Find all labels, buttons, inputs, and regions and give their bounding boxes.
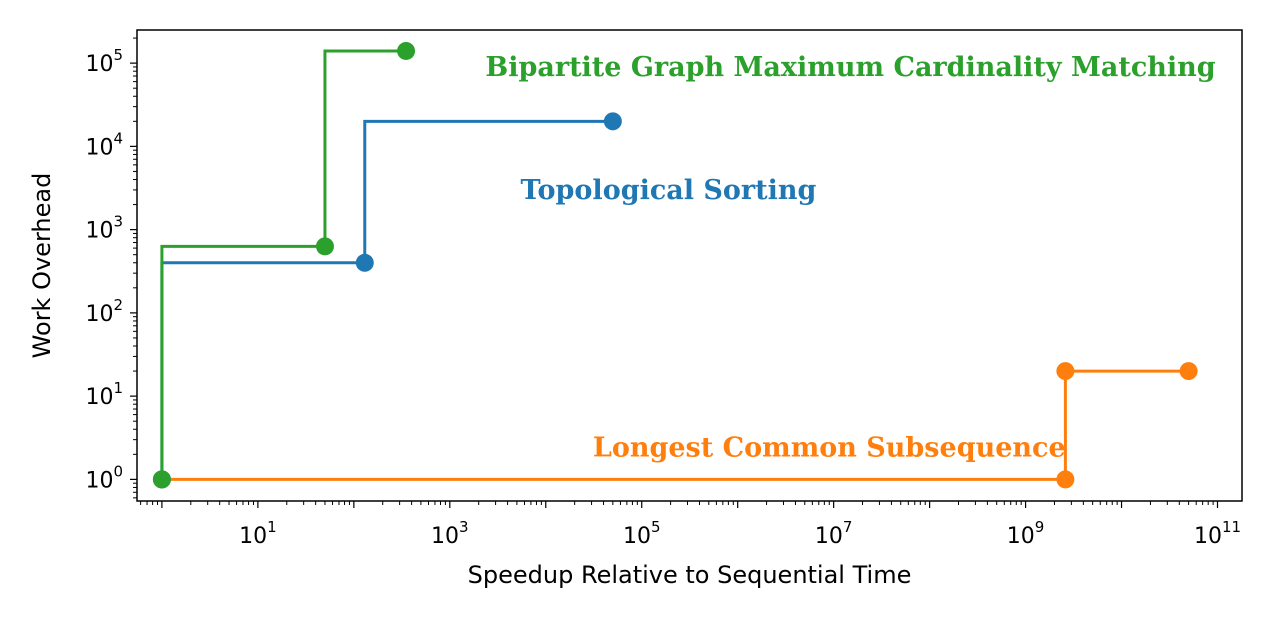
x-tick-label: 105: [623, 518, 661, 549]
x-tick-exp: 1: [267, 518, 277, 536]
y-tick-label: 101: [85, 379, 123, 410]
x-axis-label: Speedup Relative to Sequential Time: [468, 561, 912, 589]
data-point: [355, 253, 374, 272]
y-tick-base: 10: [85, 385, 113, 410]
y-tick-exp: 3: [113, 213, 123, 231]
y-tick-label: 105: [85, 46, 123, 77]
y-tick-label: 103: [85, 213, 123, 244]
x-tick-label: 1011: [1194, 518, 1241, 549]
y-tick-base: 10: [85, 302, 113, 327]
y-tick-exp: 0: [113, 462, 123, 480]
series-annotation: Longest Common Subsequence: [593, 433, 1066, 464]
x-tick-exp: 5: [651, 518, 661, 536]
y-tick-base: 10: [85, 468, 113, 493]
y-axis-label: Work Overhead: [28, 173, 56, 359]
series-annotation: Topological Sorting: [521, 175, 817, 206]
y-tick-base: 10: [85, 219, 113, 244]
series-layer: [152, 41, 1198, 489]
y-tick-exp: 1: [113, 379, 123, 397]
y-tick-label: 104: [85, 129, 123, 160]
y-tick-exp: 2: [113, 296, 123, 314]
y-tick-base: 10: [85, 135, 113, 160]
y-tick-base: 10: [85, 52, 113, 77]
y-tick-label: 100: [85, 462, 123, 493]
y-tick-exp: 5: [113, 46, 123, 64]
y-tick-exp: 4: [113, 129, 123, 147]
y-tick-label: 102: [85, 296, 123, 327]
data-point: [152, 470, 171, 489]
x-axis: 101 103 105 107 109 1011: [140, 501, 1241, 549]
x-tick-base: 10: [815, 524, 843, 549]
x-tick-label: 109: [1007, 518, 1045, 549]
annotation-layer: Bipartite Graph Maximum Cardinality Matc…: [485, 52, 1215, 464]
x-tick-base: 10: [431, 524, 459, 549]
data-point: [315, 237, 334, 256]
x-tick-base: 10: [1007, 524, 1035, 549]
x-tick-base: 10: [623, 524, 651, 549]
data-point: [1056, 362, 1075, 381]
data-point: [1179, 362, 1198, 381]
plot-frame: [136, 29, 1243, 502]
x-tick-label: 107: [815, 518, 853, 549]
data-point: [397, 41, 416, 60]
x-tick-exp: 7: [843, 518, 853, 536]
series-line: [161, 369, 1189, 481]
x-tick-exp: 3: [459, 518, 469, 536]
x-tick-base: 10: [239, 524, 267, 549]
x-tick-label: 103: [431, 518, 469, 549]
x-tick-label: 101: [239, 518, 277, 549]
x-tick-base: 10: [1194, 524, 1222, 549]
data-point: [1056, 470, 1075, 489]
series-annotation: Bipartite Graph Maximum Cardinality Matc…: [485, 52, 1215, 83]
x-tick-exp: 11: [1222, 518, 1241, 536]
x-tick-exp: 9: [1035, 518, 1045, 536]
data-point: [603, 112, 622, 131]
